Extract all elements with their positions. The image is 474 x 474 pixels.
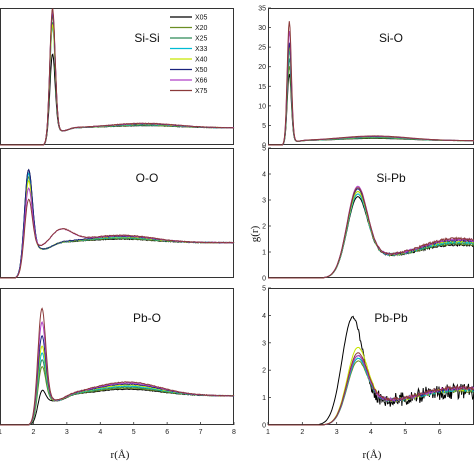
y-tick-label: 25: [258, 45, 266, 52]
x-tick-label: 8: [232, 429, 236, 436]
legend: X05 X20 X25 X33 X40 X50 X66 X75: [170, 15, 208, 95]
series-line-x75: [0, 7, 235, 146]
y-tick-label: 2: [262, 224, 266, 231]
panel-title: O-O: [136, 171, 159, 185]
series-line-x75: [268, 21, 474, 146]
series-line-x33: [268, 193, 474, 279]
x-tick-label: 3: [65, 429, 69, 436]
series-line-x75: [0, 198, 235, 279]
series-line-x50: [268, 188, 474, 279]
panel-title: Pb-Pb: [374, 311, 408, 325]
panel-frame: [0, 288, 234, 425]
series-line-x40: [268, 190, 474, 279]
panel-frame: [268, 148, 474, 278]
y-tick-label: 1: [262, 395, 266, 402]
y-tick-label: 0: [262, 423, 266, 430]
panel-si-si: Si-Si: [0, 7, 235, 146]
x-tick-label: 1: [0, 429, 2, 436]
series-line-x25: [268, 58, 474, 146]
x-tick-label: 5: [132, 429, 136, 436]
panel-frame: [268, 8, 474, 145]
y-tick-label: 3: [262, 198, 266, 205]
y-tick-label: 4: [262, 172, 266, 179]
series-line-x33: [268, 357, 474, 426]
legend-label-x20: X20: [195, 25, 208, 32]
panel-title: Si-Pb: [376, 171, 406, 185]
y-tick-label: 35: [258, 6, 266, 13]
series-line-x40: [268, 46, 474, 146]
legend-label-x33: X33: [195, 46, 208, 53]
panel-o-o: O-O: [0, 148, 235, 279]
x-tick-label: 3: [335, 429, 339, 436]
x-tick-label: 1: [266, 429, 270, 436]
series-line-x33: [0, 352, 234, 426]
panel-pb-pb: 0 1 2 3 4 5 Pb-Pb: [262, 286, 474, 430]
x-tick-label: 5: [403, 429, 407, 436]
y-tick-label: 4: [262, 313, 266, 320]
panel-pb-o: Pb-O: [0, 288, 235, 426]
panel-frame: [0, 148, 234, 278]
series-line-x20: [268, 66, 474, 146]
left-x-axis: 1 2 3 4 5 6 7 8: [0, 422, 236, 436]
series-line-x75: [268, 187, 474, 279]
panel-title: Si-Si: [134, 31, 159, 45]
y-tick-label: 10: [258, 103, 266, 110]
legend-label-x40: X40: [195, 57, 208, 64]
x-tick-label: 2: [31, 429, 35, 436]
x-tick-label: 4: [98, 429, 102, 436]
series-line-x25: [268, 190, 474, 279]
series-line-x50: [0, 168, 235, 279]
series-line-x05: [0, 168, 235, 279]
y-tick-label: 1: [262, 250, 266, 257]
series-line-x05: [268, 196, 474, 279]
series-line-x75: [0, 307, 235, 426]
series-line-x66: [0, 187, 235, 279]
y-tick-label: 5: [262, 286, 266, 293]
series-line-x33: [268, 50, 474, 146]
panel-title: Pb-O: [133, 311, 161, 325]
legend-label-x05: X05: [195, 15, 208, 22]
legend-label-x66: X66: [195, 78, 208, 85]
y-tick-label: 0: [262, 143, 266, 150]
y-tick-label: 20: [258, 64, 266, 71]
x-tick-label: 6: [438, 429, 442, 436]
x-tick-label: 6: [165, 429, 169, 436]
series-line-x50: [268, 42, 474, 146]
left-x-axis-label: r(Å): [111, 449, 130, 461]
y-tick-label: 15: [258, 84, 266, 91]
panel-frame: [0, 8, 234, 145]
legend-label-x25: X25: [195, 36, 208, 43]
legend-label-x75: X75: [195, 88, 208, 95]
panel-frame: [268, 288, 474, 425]
x-tick-label: 2: [300, 429, 304, 436]
panel-title: Si-O: [379, 31, 403, 45]
legend-label-x50: X50: [195, 67, 208, 74]
right-y-axis-label: g(r): [249, 225, 261, 242]
y-tick-label: 3: [262, 340, 266, 347]
x-tick-label: 4: [369, 429, 373, 436]
x-tick-label: 7: [199, 429, 203, 436]
series-line-x66: [268, 30, 474, 146]
right-x-axis: 1 2 3 4 5 6: [266, 422, 442, 436]
series-line-x05: [268, 315, 474, 426]
y-tick-label: 5: [262, 123, 266, 130]
y-tick-label: 2: [262, 368, 266, 375]
y-tick-label: 30: [258, 25, 266, 32]
y-tick-label: 5: [262, 146, 266, 153]
panel-si-pb: 0 1 2 3 4 5 Si-Pb: [262, 146, 474, 283]
y-tick-label: 0: [262, 276, 266, 283]
right-x-axis-label: r(Å): [363, 449, 382, 461]
series-line-x05: [268, 73, 474, 146]
series-line-x20: [268, 193, 474, 279]
